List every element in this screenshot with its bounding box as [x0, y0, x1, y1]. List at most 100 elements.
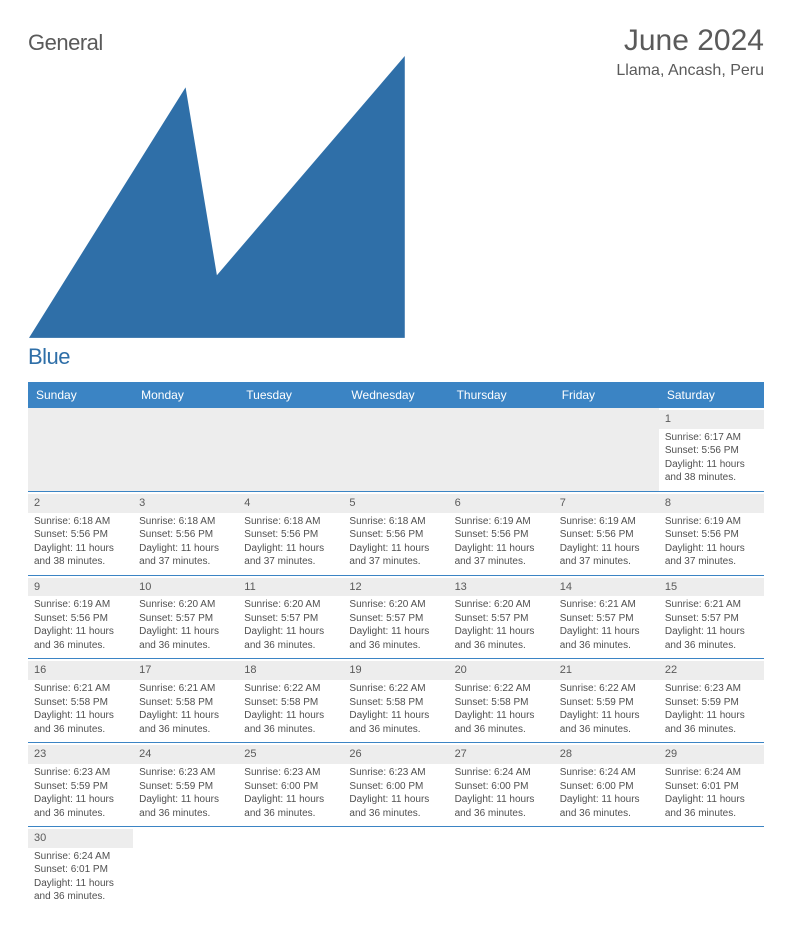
- daylight-line: Daylight: 11 hours and 36 minutes.: [349, 794, 429, 819]
- day-number: 12: [343, 578, 448, 597]
- daylight-line: Daylight: 11 hours and 36 minutes.: [139, 626, 219, 651]
- sunset-line: Sunset: 6:00 PM: [560, 781, 634, 792]
- sunrise-line: Sunrise: 6:23 AM: [665, 683, 741, 694]
- daylight-line: Daylight: 11 hours and 36 minutes.: [455, 794, 535, 819]
- calendar-page: GeneralBlue June 2024 Llama, Ancash, Per…: [0, 0, 792, 934]
- day-cell: 13Sunrise: 6:20 AMSunset: 5:57 PMDayligh…: [449, 575, 554, 659]
- sunrise-line: Sunrise: 6:23 AM: [349, 767, 425, 778]
- dow-cell: Wednesday: [343, 382, 448, 408]
- day-cell: 20Sunrise: 6:22 AMSunset: 5:58 PMDayligh…: [449, 659, 554, 743]
- day-number: 14: [554, 578, 659, 597]
- sunset-line: Sunset: 5:57 PM: [665, 613, 739, 624]
- dow-cell: Monday: [133, 382, 238, 408]
- leading-empty-cell: [238, 408, 343, 491]
- day-number: 13: [449, 578, 554, 597]
- day-number: 7: [554, 494, 659, 513]
- day-cell: 5Sunrise: 6:18 AMSunset: 5:56 PMDaylight…: [343, 491, 448, 575]
- trailing-empty-cell: [659, 827, 764, 910]
- sunset-line: Sunset: 6:00 PM: [244, 781, 318, 792]
- daylight-line: Daylight: 11 hours and 36 minutes.: [244, 626, 324, 651]
- sunrise-line: Sunrise: 6:17 AM: [665, 432, 741, 443]
- leading-empty-cell: [133, 408, 238, 491]
- day-number: 11: [238, 578, 343, 597]
- sunset-line: Sunset: 6:01 PM: [665, 781, 739, 792]
- sunrise-line: Sunrise: 6:23 AM: [34, 767, 110, 778]
- sunset-line: Sunset: 5:58 PM: [34, 697, 108, 708]
- sunrise-line: Sunrise: 6:24 AM: [34, 851, 110, 862]
- day-number: 21: [554, 661, 659, 680]
- sunrise-line: Sunrise: 6:22 AM: [244, 683, 320, 694]
- day-cell: 9Sunrise: 6:19 AMSunset: 5:56 PMDaylight…: [28, 575, 133, 659]
- daylight-line: Daylight: 11 hours and 36 minutes.: [665, 626, 745, 651]
- week-row: 9Sunrise: 6:19 AMSunset: 5:56 PMDaylight…: [28, 575, 764, 659]
- day-number: 6: [449, 494, 554, 513]
- week-row: 16Sunrise: 6:21 AMSunset: 5:58 PMDayligh…: [28, 659, 764, 743]
- sunset-line: Sunset: 5:58 PM: [244, 697, 318, 708]
- day-cell: 17Sunrise: 6:21 AMSunset: 5:58 PMDayligh…: [133, 659, 238, 743]
- day-cell: 16Sunrise: 6:21 AMSunset: 5:58 PMDayligh…: [28, 659, 133, 743]
- sunrise-line: Sunrise: 6:23 AM: [139, 767, 215, 778]
- sunrise-line: Sunrise: 6:18 AM: [349, 516, 425, 527]
- leading-empty-cell: [554, 408, 659, 491]
- sunset-line: Sunset: 5:57 PM: [455, 613, 529, 624]
- day-cell: 11Sunrise: 6:20 AMSunset: 5:57 PMDayligh…: [238, 575, 343, 659]
- daylight-line: Daylight: 11 hours and 36 minutes.: [34, 710, 114, 735]
- dow-cell: Friday: [554, 382, 659, 408]
- day-cell: 23Sunrise: 6:23 AMSunset: 5:59 PMDayligh…: [28, 743, 133, 827]
- sunrise-line: Sunrise: 6:22 AM: [349, 683, 425, 694]
- sunset-line: Sunset: 6:00 PM: [349, 781, 423, 792]
- day-number: 28: [554, 745, 659, 764]
- day-cell: 29Sunrise: 6:24 AMSunset: 6:01 PMDayligh…: [659, 743, 764, 827]
- sunrise-line: Sunrise: 6:19 AM: [455, 516, 531, 527]
- sunrise-line: Sunrise: 6:19 AM: [665, 516, 741, 527]
- sunrise-line: Sunrise: 6:22 AM: [560, 683, 636, 694]
- daylight-line: Daylight: 11 hours and 37 minutes.: [560, 543, 640, 568]
- day-number: 19: [343, 661, 448, 680]
- daylight-line: Daylight: 11 hours and 37 minutes.: [455, 543, 535, 568]
- sunrise-line: Sunrise: 6:21 AM: [560, 599, 636, 610]
- sunset-line: Sunset: 5:56 PM: [560, 529, 634, 540]
- day-cell: 24Sunrise: 6:23 AMSunset: 5:59 PMDayligh…: [133, 743, 238, 827]
- leading-empty-cell: [28, 408, 133, 491]
- daylight-line: Daylight: 11 hours and 36 minutes.: [34, 626, 114, 651]
- day-cell: 30Sunrise: 6:24 AMSunset: 6:01 PMDayligh…: [28, 827, 133, 910]
- day-number: 25: [238, 745, 343, 764]
- day-cell: 26Sunrise: 6:23 AMSunset: 6:00 PMDayligh…: [343, 743, 448, 827]
- sunset-line: Sunset: 5:59 PM: [34, 781, 108, 792]
- day-cell: 6Sunrise: 6:19 AMSunset: 5:56 PMDaylight…: [449, 491, 554, 575]
- sunrise-line: Sunrise: 6:24 AM: [665, 767, 741, 778]
- brand-text: GeneralBlue: [28, 30, 404, 370]
- sunset-line: Sunset: 5:57 PM: [244, 613, 318, 624]
- sunset-line: Sunset: 5:56 PM: [244, 529, 318, 540]
- sunset-line: Sunset: 5:58 PM: [139, 697, 213, 708]
- day-number: 10: [133, 578, 238, 597]
- day-cell: 21Sunrise: 6:22 AMSunset: 5:59 PMDayligh…: [554, 659, 659, 743]
- sunset-line: Sunset: 5:58 PM: [455, 697, 529, 708]
- sunrise-line: Sunrise: 6:21 AM: [665, 599, 741, 610]
- day-cell: 2Sunrise: 6:18 AMSunset: 5:56 PMDaylight…: [28, 491, 133, 575]
- week-row: 1Sunrise: 6:17 AMSunset: 5:56 PMDaylight…: [28, 408, 764, 491]
- day-cell: 25Sunrise: 6:23 AMSunset: 6:00 PMDayligh…: [238, 743, 343, 827]
- sunrise-line: Sunrise: 6:19 AM: [560, 516, 636, 527]
- daylight-line: Daylight: 11 hours and 36 minutes.: [139, 710, 219, 735]
- day-number: 30: [28, 829, 133, 848]
- day-number: 23: [28, 745, 133, 764]
- calendar-table: SundayMondayTuesdayWednesdayThursdayFrid…: [28, 382, 764, 910]
- sunset-line: Sunset: 6:01 PM: [34, 864, 108, 875]
- dow-cell: Thursday: [449, 382, 554, 408]
- sunset-line: Sunset: 5:57 PM: [560, 613, 634, 624]
- sunset-line: Sunset: 5:56 PM: [34, 613, 108, 624]
- daylight-line: Daylight: 11 hours and 36 minutes.: [665, 794, 745, 819]
- day-number: 9: [28, 578, 133, 597]
- day-number: 8: [659, 494, 764, 513]
- brand-logo: GeneralBlue: [28, 30, 404, 370]
- sunset-line: Sunset: 5:56 PM: [349, 529, 423, 540]
- day-cell: 8Sunrise: 6:19 AMSunset: 5:56 PMDaylight…: [659, 491, 764, 575]
- location: Llama, Ancash, Peru: [616, 62, 764, 80]
- sunset-line: Sunset: 5:57 PM: [349, 613, 423, 624]
- day-cell: 4Sunrise: 6:18 AMSunset: 5:56 PMDaylight…: [238, 491, 343, 575]
- sunset-line: Sunset: 5:59 PM: [665, 697, 739, 708]
- day-number: 27: [449, 745, 554, 764]
- daylight-line: Daylight: 11 hours and 36 minutes.: [560, 626, 640, 651]
- day-cell: 27Sunrise: 6:24 AMSunset: 6:00 PMDayligh…: [449, 743, 554, 827]
